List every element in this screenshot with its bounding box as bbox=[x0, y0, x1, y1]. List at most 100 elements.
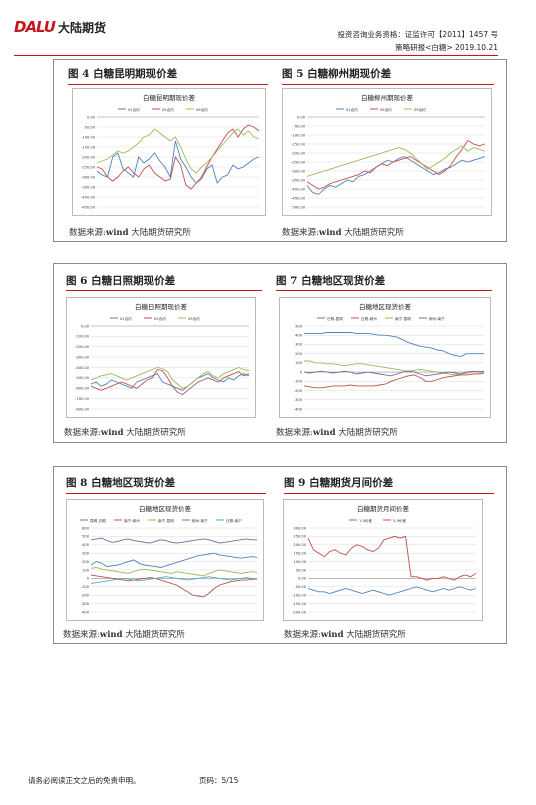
y-tick-label: 300.00 bbox=[293, 526, 306, 530]
figure-6-title: 图 6 白糖日照期现价差 bbox=[66, 275, 176, 287]
license-line: 投资咨询业务资格：证监许可【2011】1457 号 bbox=[337, 30, 498, 39]
y-tick-label: -400 bbox=[294, 407, 303, 411]
figure-9-rule bbox=[284, 493, 494, 494]
series-line bbox=[90, 576, 258, 584]
y-tick-label: -400.00 bbox=[75, 366, 90, 370]
legend-label: 昆明-日照 bbox=[90, 518, 106, 523]
legend-label: 南宁-柳州 bbox=[124, 518, 140, 523]
y-tick-label: -600.00 bbox=[75, 387, 90, 391]
y-tick-label: -100 bbox=[294, 380, 303, 384]
chart-title: 白糖地区现货价差 bbox=[139, 504, 192, 513]
y-tick-label: -450.00 bbox=[291, 196, 306, 200]
y-tick-label: -800.00 bbox=[75, 407, 90, 411]
y-tick-label: -100 bbox=[81, 585, 90, 589]
legend-label: 09合约 bbox=[188, 316, 200, 321]
y-tick-label: -300.00 bbox=[291, 169, 306, 173]
series-line bbox=[306, 156, 486, 195]
y-tick-label: -300.00 bbox=[75, 355, 90, 359]
figure-8-chart: 白糖地区现货价差 昆明-日照 南宁-柳州 南宁-昆明 柳州-南宁 日照-南宁 600 500 4… bbox=[66, 499, 264, 621]
y-tick-label: 0 bbox=[87, 577, 90, 581]
y-tick-label: 0 bbox=[300, 370, 303, 374]
series-line bbox=[90, 552, 258, 568]
y-tick-label: -450.00 bbox=[81, 205, 96, 209]
y-tick-label: -700.00 bbox=[75, 397, 90, 401]
report-line: 策略研报<白糖> 2019.10.21 bbox=[395, 43, 498, 52]
series-line bbox=[96, 128, 260, 174]
y-tick-label: -100.00 bbox=[292, 594, 307, 598]
y-tick-label: 200 bbox=[295, 352, 303, 356]
series-line bbox=[303, 372, 485, 389]
y-tick-label: 100 bbox=[82, 568, 90, 572]
y-tick-label: -250.00 bbox=[291, 160, 306, 164]
legend-label: 南宁-昆明 bbox=[158, 518, 174, 523]
y-tick-label: 0.00 bbox=[87, 115, 96, 119]
y-tick-label: -200.00 bbox=[291, 151, 306, 155]
legend-label: 01合约 bbox=[120, 316, 132, 321]
y-tick-label: 0.00 bbox=[298, 577, 307, 581]
header-info: 投资咨询业务资格：证监许可【2011】1457 号 策略研报<白糖> 2019.… bbox=[337, 28, 498, 54]
legend-label: 05合约 bbox=[380, 107, 392, 112]
figure-8-rule bbox=[66, 493, 266, 494]
y-tick-label: -150.00 bbox=[81, 145, 96, 149]
y-tick-label: -100.00 bbox=[75, 335, 90, 339]
page-number: 页码：5/15 bbox=[199, 776, 239, 785]
disclaimer-note: 请务必阅读正文之后的免责申明。 bbox=[28, 776, 141, 785]
series-line bbox=[96, 124, 260, 190]
company-logo: DALU 大陆期货 bbox=[14, 18, 106, 36]
figure-5-chart: 白糖柳州期现价差 01合约 05合约 09合约 0.00 -50.00 -100.00 -15… bbox=[282, 88, 492, 216]
y-tick-label: 500 bbox=[295, 324, 303, 328]
figure-6-chart: 白糖日照期现价差 01合约 05合约 09合约 0.00 -100.00 -200.00 -3… bbox=[66, 297, 256, 418]
y-tick-label: -350.00 bbox=[291, 178, 306, 182]
figure-8-title: 图 8 白糖地区现货价差 bbox=[66, 477, 176, 489]
y-tick-label: -300 bbox=[81, 602, 90, 606]
chart-svg: 白糖期货月间价差 1-5价差 5-9价差 300.00 250.00 200.00 150.… bbox=[292, 504, 477, 614]
legend-label: 01合约 bbox=[346, 107, 358, 112]
chart-title: 白糖期货月间价差 bbox=[357, 504, 410, 513]
series-line bbox=[306, 139, 486, 190]
figure-4-title: 图 4 白糖昆明期现价差 bbox=[68, 68, 178, 80]
figure-7-title: 图 7 白糖地区现货价差 bbox=[276, 275, 386, 287]
legend-label: 01合约 bbox=[128, 107, 140, 112]
y-tick-label: -200 bbox=[294, 389, 303, 393]
y-tick-label: 400 bbox=[295, 334, 303, 338]
figure-9-title: 图 9 白糖期货月间价差 bbox=[284, 477, 394, 489]
y-tick-label: -150.00 bbox=[292, 602, 307, 606]
y-tick-label: -300 bbox=[294, 398, 303, 402]
y-tick-label: 250.00 bbox=[293, 535, 306, 539]
y-tick-label: -200.00 bbox=[292, 610, 307, 614]
y-tick-label: 0.00 bbox=[297, 115, 306, 119]
y-tick-label: -300.00 bbox=[81, 175, 96, 179]
chart-title: 白糖日照期现价差 bbox=[135, 302, 188, 311]
logo-mark: DALU bbox=[14, 18, 56, 36]
y-tick-label: 200 bbox=[82, 560, 90, 564]
legend-label: 05合约 bbox=[162, 107, 174, 112]
y-tick-label: -400 bbox=[81, 610, 90, 614]
legend-label: 05合约 bbox=[154, 316, 166, 321]
header-divider bbox=[14, 55, 498, 56]
y-tick-label: 600 bbox=[82, 526, 90, 530]
y-tick-label: -250.00 bbox=[81, 165, 96, 169]
y-tick-label: -400.00 bbox=[291, 187, 306, 191]
series-line bbox=[307, 535, 477, 581]
y-tick-label: -500.00 bbox=[75, 376, 90, 380]
y-tick-label: 50.00 bbox=[296, 568, 307, 572]
series-line bbox=[90, 373, 250, 391]
series-line bbox=[90, 567, 258, 577]
y-tick-label: -400.00 bbox=[81, 195, 96, 199]
y-tick-label: 300 bbox=[82, 552, 90, 556]
legend-label: 柳州-南宁 bbox=[192, 518, 208, 523]
y-tick-label: 500 bbox=[82, 535, 90, 539]
figure-6-rule bbox=[66, 290, 262, 291]
y-tick-label: -100.00 bbox=[81, 135, 96, 139]
y-tick-label: -500.00 bbox=[291, 205, 306, 209]
legend-label: 南宁-昆明 bbox=[395, 316, 411, 321]
figure-7-source: 数据来源:wind 大陆期货研究所 bbox=[276, 428, 398, 438]
y-tick-label: -200.00 bbox=[75, 345, 90, 349]
y-tick-label: -200 bbox=[81, 594, 90, 598]
legend-label: 日照-柳州 bbox=[361, 316, 377, 321]
legend-label: 5-9价差 bbox=[393, 518, 406, 523]
